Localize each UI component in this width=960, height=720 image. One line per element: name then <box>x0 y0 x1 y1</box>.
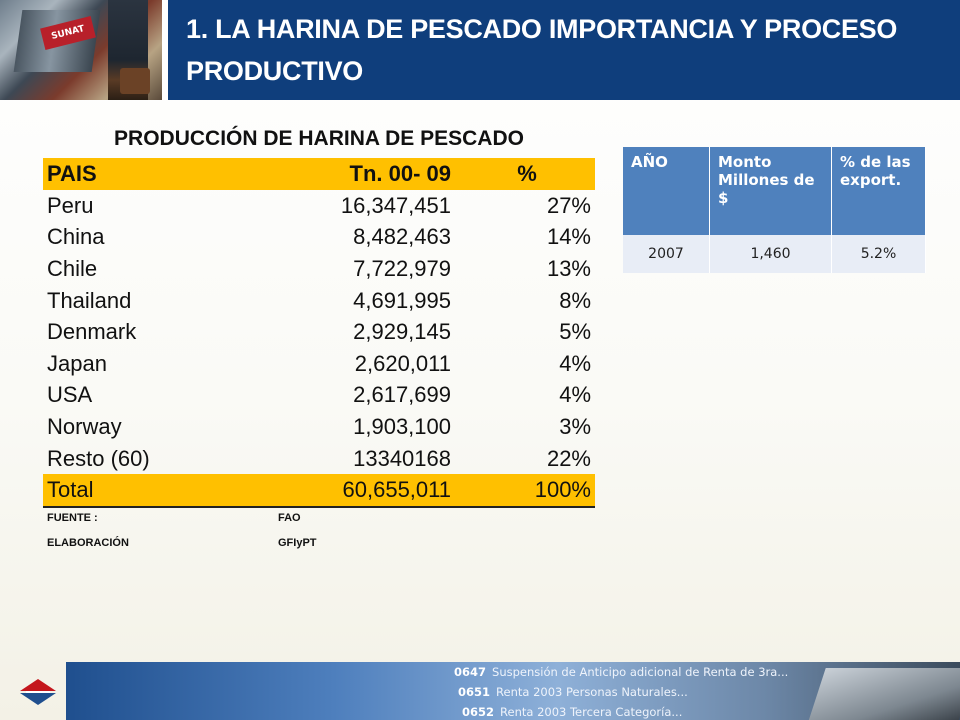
footer-image-strip: 0647 Suspensión de Anticipo adicional de … <box>66 662 960 720</box>
export-year-cell: 2007 <box>623 235 710 273</box>
percent-cell: 14% <box>546 224 591 250</box>
export-header-year: AÑO <box>623 147 710 235</box>
country-cell: Total <box>43 473 221 508</box>
header-photo: SUNAT <box>0 0 162 100</box>
table-row: China 8,482,463 14% <box>43 221 595 253</box>
ticker-text: Renta 2003 Tercera Categoría... <box>500 705 683 719</box>
export-table-row: 2007 1,460 5.2% <box>623 235 926 273</box>
tonnage-cell: 7,722,979 <box>353 256 451 282</box>
export-table-header-row: AÑO Monto Millones de $ % de las export. <box>623 147 926 235</box>
ticker-text: Renta 2003 Personas Naturales... <box>496 685 688 699</box>
table-row: Peru 16,347,451 27% <box>43 190 595 222</box>
production-table-caption: PRODUCCIÓN DE HARINA DE PESCADO <box>114 127 524 150</box>
percent-cell: 3% <box>559 414 591 440</box>
ticker-code: 0652 <box>462 705 495 719</box>
column-header-tn: Tn. 00- 09 <box>221 158 459 190</box>
export-percent-cell: 5.2% <box>831 235 926 273</box>
tonnage-cell: 60,655,011 <box>221 473 459 508</box>
elaboration-value: GFIyPT <box>278 537 317 549</box>
ticker-code: 0647 <box>454 665 487 679</box>
country-cell: Thailand <box>47 287 132 313</box>
source-value: FAO <box>278 512 301 524</box>
column-header-percent: % <box>459 158 595 190</box>
sunat-logo-icon <box>20 679 56 705</box>
ticker-code: 0651 <box>458 685 491 699</box>
tonnage-cell: 2,617,699 <box>353 382 451 408</box>
table-row: Japan 2,620,011 4% <box>43 348 595 380</box>
ticker-line: 0651 Renta 2003 Personas Naturales... <box>458 685 688 699</box>
header-title-bar <box>168 0 960 100</box>
country-cell: Peru <box>47 192 94 218</box>
export-amount-cell: 1,460 <box>709 235 832 273</box>
country-cell: Resto (60) <box>47 445 150 471</box>
country-cell: USA <box>47 382 93 408</box>
percent-cell: 5% <box>559 319 591 345</box>
production-table-header-row: PAIS Tn. 00- 09 % <box>43 158 595 190</box>
export-header-amount: Monto Millones de $ <box>709 147 832 235</box>
production-table: PAIS Tn. 00- 09 % Peru 16,347,451 27% China… <box>43 158 595 508</box>
table-row: Denmark 2,929,145 5% <box>43 316 595 348</box>
table-row: Resto (60) 13340168 22% <box>43 442 595 474</box>
percent-cell: 100% <box>459 473 595 508</box>
tonnage-cell: 2,929,145 <box>353 319 451 345</box>
slide-title: 1. LA HARINA DE PESCADO IMPORTANCIA Y PR… <box>186 14 898 86</box>
production-table-body: Peru 16,347,451 27% China 8,482,463 14% Chile 7… <box>43 190 595 508</box>
percent-cell: 13% <box>546 256 591 282</box>
tonnage-cell: 16,347,451 <box>340 192 451 218</box>
export-header-percent: % de las export. <box>831 147 926 235</box>
elaboration-label: ELABORACIÓN <box>47 537 129 549</box>
percent-cell: 27% <box>546 192 591 218</box>
column-header-pais: PAIS <box>43 158 221 190</box>
briefcase-image <box>120 68 150 94</box>
country-cell: Chile <box>47 256 98 282</box>
ticker-text: Suspensión de Anticipo adicional de Rent… <box>492 665 789 679</box>
tonnage-cell: 4,691,995 <box>353 287 451 313</box>
country-cell: China <box>47 224 105 250</box>
country-cell: Denmark <box>47 319 137 345</box>
table-row: Norway 1,903,100 3% <box>43 411 595 443</box>
tonnage-cell: 1,903,100 <box>353 414 451 440</box>
ticker-line: 0647 Suspensión de Anticipo adicional de … <box>454 665 788 679</box>
table-row: USA 2,617,699 4% <box>43 379 595 411</box>
table-row: Thailand 4,691,995 8% <box>43 284 595 316</box>
source-label: FUENTE : <box>47 512 98 524</box>
tonnage-cell: 13340168 <box>353 445 451 471</box>
ticker-line: 0652 Renta 2003 Tercera Categoría... <box>462 705 682 719</box>
percent-cell: 22% <box>546 445 591 471</box>
export-table: AÑO Monto Millones de $ % de las export.… <box>623 147 926 273</box>
tonnage-cell: 8,482,463 <box>353 224 451 250</box>
percent-cell: 4% <box>559 382 591 408</box>
slide-header: SUNAT 1. LA HARINA DE PESCADO IMPORTANCI… <box>0 0 960 100</box>
tonnage-cell: 2,620,011 <box>354 350 451 376</box>
percent-cell: 4% <box>559 350 591 376</box>
total-row: Total 60,655,011 100% <box>43 473 595 508</box>
percent-cell: 8% <box>559 287 591 313</box>
country-cell: Japan <box>47 350 107 376</box>
country-cell: Norway <box>47 414 122 440</box>
laptop-image <box>806 668 960 720</box>
table-row: Chile 7,722,979 13% <box>43 253 595 285</box>
